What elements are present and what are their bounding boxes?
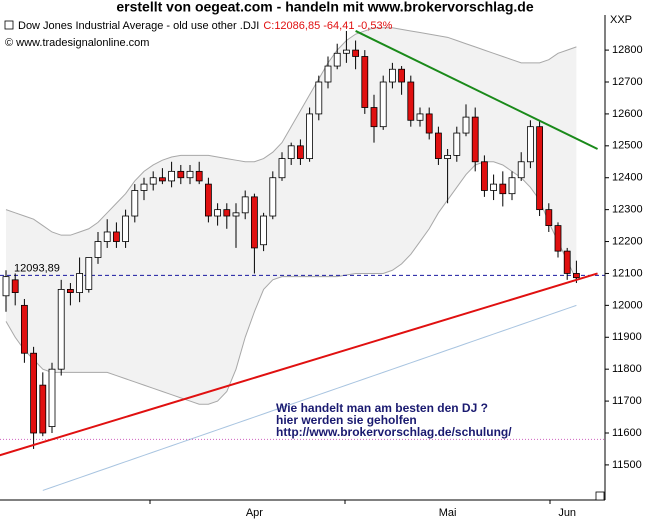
candle-body <box>260 215 268 246</box>
candle-body <box>113 231 120 242</box>
x-tick-label: Jun <box>558 507 576 519</box>
corner-label: XXP <box>610 14 632 26</box>
candle-body <box>232 212 240 217</box>
candle-body <box>94 241 102 258</box>
candle-body <box>30 352 38 434</box>
candle-body <box>527 126 534 163</box>
candle-body <box>122 215 129 242</box>
y-tick-label: 11600 <box>612 427 642 439</box>
y-tick-label: 12400 <box>612 172 643 184</box>
candle-body <box>287 145 295 159</box>
candle-body <box>103 231 111 242</box>
y-tick-label: 12500 <box>612 140 643 152</box>
y-tick-label: 12300 <box>612 204 643 216</box>
y-tick-label: 12800 <box>612 44 643 56</box>
candle-body <box>76 273 83 293</box>
annotation-line: Wie handelt man am besten den DJ ? <box>276 401 488 415</box>
candle-body <box>342 49 350 54</box>
annotation-line: hier werden sie geholfen <box>276 413 417 427</box>
y-tick-label: 11500 <box>612 459 642 471</box>
candle-body <box>407 81 415 121</box>
candle-body <box>490 183 498 191</box>
candle-body <box>48 368 56 428</box>
level-label: 12093,89 <box>14 262 60 274</box>
candle-body <box>306 113 314 159</box>
candle-body <box>545 209 553 226</box>
candle-body <box>131 190 139 217</box>
moving-average <box>42 304 577 491</box>
trendline <box>0 272 598 457</box>
source: © www.tradesignalonline.com <box>5 37 149 49</box>
candle-body <box>508 177 516 195</box>
candle-body <box>269 177 277 217</box>
y-tick-label: 12100 <box>612 267 643 279</box>
candle-body <box>278 158 286 179</box>
candle-body <box>536 126 543 211</box>
candle-body <box>370 107 378 128</box>
candle-body <box>85 257 93 290</box>
candle-body <box>223 209 231 217</box>
instrument: Dow Jones Industrial Average - old use o… <box>18 20 259 32</box>
y-tick-label: 12600 <box>612 108 643 120</box>
candle-body <box>39 384 47 434</box>
scroll-box[interactable] <box>595 491 605 501</box>
annotation-line: http://www.brokervorschlag.de/schulung/ <box>276 425 512 439</box>
candle-body <box>416 113 424 121</box>
y-tick-label: 11700 <box>612 395 642 407</box>
x-tick-label: Mai <box>439 507 457 519</box>
candle-body <box>250 196 258 249</box>
x-tick-label: Apr <box>246 507 263 519</box>
y-tick-label: 11900 <box>612 331 642 343</box>
candle-body <box>471 116 479 163</box>
candle-body <box>462 116 470 134</box>
candle-body <box>20 304 28 354</box>
band-fill <box>6 27 577 405</box>
candle-body <box>168 170 176 182</box>
chart-title: erstellt von oegeat.com - handeln mit ww… <box>116 0 533 15</box>
candle-body <box>67 289 74 293</box>
candle-body <box>425 113 433 134</box>
candle-body <box>517 161 525 179</box>
legend-icon <box>4 20 14 30</box>
candle-body <box>352 49 360 57</box>
candle-body <box>480 161 488 191</box>
legend-line: Dow Jones Industrial Average - old use o… <box>18 20 393 32</box>
candle-body <box>324 65 332 83</box>
candle-body <box>499 183 507 195</box>
y-tick-label: 12000 <box>612 299 643 311</box>
candle-body <box>186 170 194 179</box>
trendline <box>355 30 598 150</box>
candle-body <box>333 52 341 67</box>
candle-body <box>379 81 387 128</box>
candle-body <box>140 183 148 191</box>
candle-body <box>388 68 396 83</box>
candle-body <box>149 177 157 185</box>
candle-body <box>195 170 203 182</box>
candle-body <box>398 68 406 83</box>
candle-body <box>573 273 580 279</box>
quote: C:12086,85 -64,41 -0,53% <box>263 20 392 32</box>
candle-body <box>444 154 452 159</box>
candle-body <box>361 56 369 108</box>
candle-body <box>158 177 166 182</box>
candle-body <box>296 145 304 159</box>
candle-body <box>2 276 10 297</box>
candle-body <box>563 250 571 274</box>
candle-body <box>554 225 562 252</box>
y-tick-label: 11800 <box>612 363 642 375</box>
candle-body <box>241 196 249 214</box>
candle-body <box>453 132 461 156</box>
candle-body <box>177 170 185 179</box>
y-tick-label: 12200 <box>612 235 643 247</box>
candle-body <box>434 132 442 159</box>
y-tick-label: 12700 <box>612 76 643 88</box>
candle-body <box>11 279 19 293</box>
upper-band <box>5 27 577 236</box>
candle-body <box>57 289 65 370</box>
candle-body <box>204 183 212 217</box>
candle-body <box>315 81 323 115</box>
candle-body <box>214 209 222 217</box>
